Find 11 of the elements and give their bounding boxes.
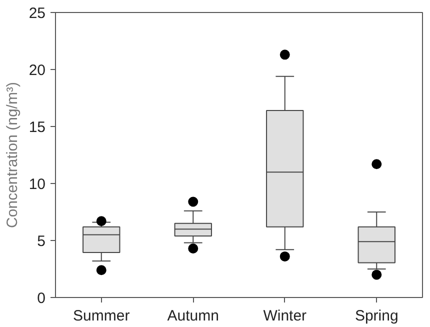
y-tick-label: 20 <box>28 62 46 79</box>
y-axis-title: Concentration (ng/m³) <box>4 82 21 228</box>
x-tick-label: Spring <box>354 308 398 324</box>
x-tick-label: Summer <box>73 308 130 324</box>
y-tick-label: 25 <box>28 5 46 22</box>
y-tick-label: 5 <box>37 233 46 250</box>
x-tick-label: Autumn <box>167 308 219 324</box>
x-tick-label: Winter <box>263 308 307 324</box>
y-tick-label: 10 <box>28 176 46 193</box>
y-tick-label: 0 <box>37 290 46 307</box>
y-tick-label: 15 <box>28 119 46 136</box>
